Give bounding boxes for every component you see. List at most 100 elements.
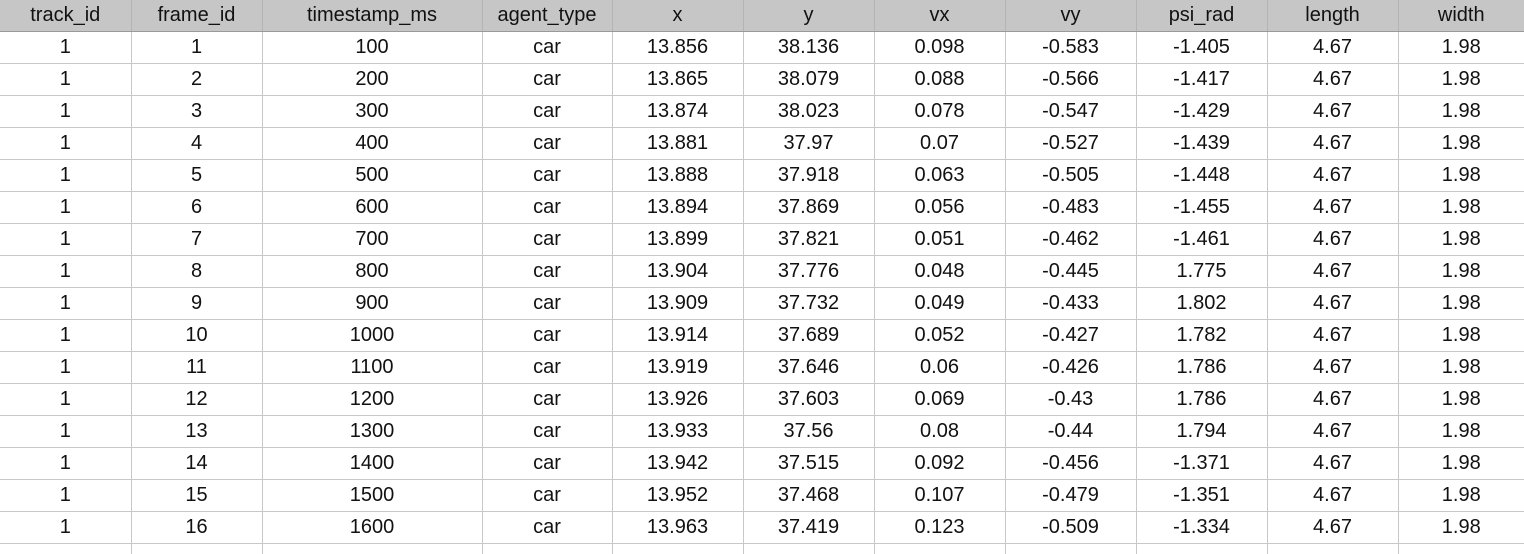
cell-psi-rad[interactable]: -1.417 bbox=[1136, 64, 1267, 96]
cell-timestamp-ms[interactable]: 1100 bbox=[262, 352, 482, 384]
cell-length[interactable]: 4.67 bbox=[1267, 96, 1398, 128]
empty-cell[interactable] bbox=[0, 544, 131, 554]
cell-track-id[interactable]: 1 bbox=[0, 480, 131, 512]
cell-timestamp-ms[interactable]: 600 bbox=[262, 192, 482, 224]
cell-agent-type[interactable]: car bbox=[482, 512, 612, 544]
cell-track-id[interactable]: 1 bbox=[0, 32, 131, 64]
cell-vx[interactable]: 0.048 bbox=[874, 256, 1005, 288]
cell-x[interactable]: 13.914 bbox=[612, 320, 743, 352]
cell-length[interactable]: 4.67 bbox=[1267, 288, 1398, 320]
column-header-length[interactable]: length bbox=[1267, 0, 1398, 32]
cell-track-id[interactable]: 1 bbox=[0, 320, 131, 352]
cell-vy[interactable]: -0.426 bbox=[1005, 352, 1136, 384]
column-header-frame-id[interactable]: frame_id bbox=[131, 0, 262, 32]
cell-vx[interactable]: 0.051 bbox=[874, 224, 1005, 256]
column-header-vx[interactable]: vx bbox=[874, 0, 1005, 32]
cell-timestamp-ms[interactable]: 1500 bbox=[262, 480, 482, 512]
cell-vy[interactable]: -0.483 bbox=[1005, 192, 1136, 224]
cell-timestamp-ms[interactable]: 700 bbox=[262, 224, 482, 256]
cell-agent-type[interactable]: car bbox=[482, 352, 612, 384]
empty-cell[interactable] bbox=[482, 544, 612, 554]
cell-x[interactable]: 13.933 bbox=[612, 416, 743, 448]
cell-vy[interactable]: -0.479 bbox=[1005, 480, 1136, 512]
cell-psi-rad[interactable]: 1.782 bbox=[1136, 320, 1267, 352]
cell-psi-rad[interactable]: -1.455 bbox=[1136, 192, 1267, 224]
cell-frame-id[interactable]: 11 bbox=[131, 352, 262, 384]
cell-timestamp-ms[interactable]: 200 bbox=[262, 64, 482, 96]
cell-width[interactable]: 1.98 bbox=[1398, 192, 1524, 224]
cell-track-id[interactable]: 1 bbox=[0, 512, 131, 544]
cell-vx[interactable]: 0.098 bbox=[874, 32, 1005, 64]
cell-vy[interactable]: -0.456 bbox=[1005, 448, 1136, 480]
cell-length[interactable]: 4.67 bbox=[1267, 192, 1398, 224]
cell-length[interactable]: 4.67 bbox=[1267, 128, 1398, 160]
cell-agent-type[interactable]: car bbox=[482, 416, 612, 448]
cell-frame-id[interactable]: 8 bbox=[131, 256, 262, 288]
empty-cell[interactable] bbox=[1136, 544, 1267, 554]
cell-track-id[interactable]: 1 bbox=[0, 384, 131, 416]
cell-length[interactable]: 4.67 bbox=[1267, 224, 1398, 256]
cell-vx[interactable]: 0.063 bbox=[874, 160, 1005, 192]
cell-vy[interactable]: -0.505 bbox=[1005, 160, 1136, 192]
cell-width[interactable]: 1.98 bbox=[1398, 480, 1524, 512]
cell-y[interactable]: 37.515 bbox=[743, 448, 874, 480]
cell-vx[interactable]: 0.088 bbox=[874, 64, 1005, 96]
cell-vy[interactable]: -0.44 bbox=[1005, 416, 1136, 448]
cell-psi-rad[interactable]: -1.461 bbox=[1136, 224, 1267, 256]
cell-y[interactable]: 37.821 bbox=[743, 224, 874, 256]
cell-y[interactable]: 37.419 bbox=[743, 512, 874, 544]
cell-timestamp-ms[interactable]: 1000 bbox=[262, 320, 482, 352]
cell-vx[interactable]: 0.107 bbox=[874, 480, 1005, 512]
cell-psi-rad[interactable]: -1.448 bbox=[1136, 160, 1267, 192]
cell-x[interactable]: 13.942 bbox=[612, 448, 743, 480]
cell-psi-rad[interactable]: 1.775 bbox=[1136, 256, 1267, 288]
cell-frame-id[interactable]: 2 bbox=[131, 64, 262, 96]
cell-psi-rad[interactable]: -1.439 bbox=[1136, 128, 1267, 160]
cell-width[interactable]: 1.98 bbox=[1398, 224, 1524, 256]
cell-vy[interactable]: -0.462 bbox=[1005, 224, 1136, 256]
cell-x[interactable]: 13.874 bbox=[612, 96, 743, 128]
cell-x[interactable]: 13.865 bbox=[612, 64, 743, 96]
cell-vy[interactable]: -0.547 bbox=[1005, 96, 1136, 128]
cell-y[interactable]: 37.776 bbox=[743, 256, 874, 288]
cell-y[interactable]: 37.603 bbox=[743, 384, 874, 416]
cell-frame-id[interactable]: 16 bbox=[131, 512, 262, 544]
cell-width[interactable]: 1.98 bbox=[1398, 32, 1524, 64]
column-header-timestamp-ms[interactable]: timestamp_ms bbox=[262, 0, 482, 32]
cell-frame-id[interactable]: 13 bbox=[131, 416, 262, 448]
cell-width[interactable]: 1.98 bbox=[1398, 512, 1524, 544]
cell-vx[interactable]: 0.078 bbox=[874, 96, 1005, 128]
cell-x[interactable]: 13.919 bbox=[612, 352, 743, 384]
cell-frame-id[interactable]: 7 bbox=[131, 224, 262, 256]
cell-frame-id[interactable]: 15 bbox=[131, 480, 262, 512]
cell-agent-type[interactable]: car bbox=[482, 64, 612, 96]
cell-agent-type[interactable]: car bbox=[482, 480, 612, 512]
cell-timestamp-ms[interactable]: 500 bbox=[262, 160, 482, 192]
cell-length[interactable]: 4.67 bbox=[1267, 416, 1398, 448]
cell-psi-rad[interactable]: 1.786 bbox=[1136, 384, 1267, 416]
cell-y[interactable]: 38.023 bbox=[743, 96, 874, 128]
cell-frame-id[interactable]: 6 bbox=[131, 192, 262, 224]
empty-cell[interactable] bbox=[1267, 544, 1398, 554]
cell-vx[interactable]: 0.08 bbox=[874, 416, 1005, 448]
column-header-vy[interactable]: vy bbox=[1005, 0, 1136, 32]
cell-agent-type[interactable]: car bbox=[482, 96, 612, 128]
cell-vx[interactable]: 0.123 bbox=[874, 512, 1005, 544]
cell-width[interactable]: 1.98 bbox=[1398, 96, 1524, 128]
cell-y[interactable]: 37.869 bbox=[743, 192, 874, 224]
empty-cell[interactable] bbox=[743, 544, 874, 554]
cell-x[interactable]: 13.963 bbox=[612, 512, 743, 544]
cell-y[interactable]: 37.468 bbox=[743, 480, 874, 512]
cell-length[interactable]: 4.67 bbox=[1267, 256, 1398, 288]
cell-width[interactable]: 1.98 bbox=[1398, 416, 1524, 448]
cell-width[interactable]: 1.98 bbox=[1398, 160, 1524, 192]
cell-track-id[interactable]: 1 bbox=[0, 192, 131, 224]
cell-x[interactable]: 13.952 bbox=[612, 480, 743, 512]
cell-y[interactable]: 38.136 bbox=[743, 32, 874, 64]
cell-length[interactable]: 4.67 bbox=[1267, 64, 1398, 96]
cell-agent-type[interactable]: car bbox=[482, 192, 612, 224]
column-header-width[interactable]: width bbox=[1398, 0, 1524, 32]
cell-agent-type[interactable]: car bbox=[482, 160, 612, 192]
cell-vy[interactable]: -0.527 bbox=[1005, 128, 1136, 160]
cell-width[interactable]: 1.98 bbox=[1398, 128, 1524, 160]
